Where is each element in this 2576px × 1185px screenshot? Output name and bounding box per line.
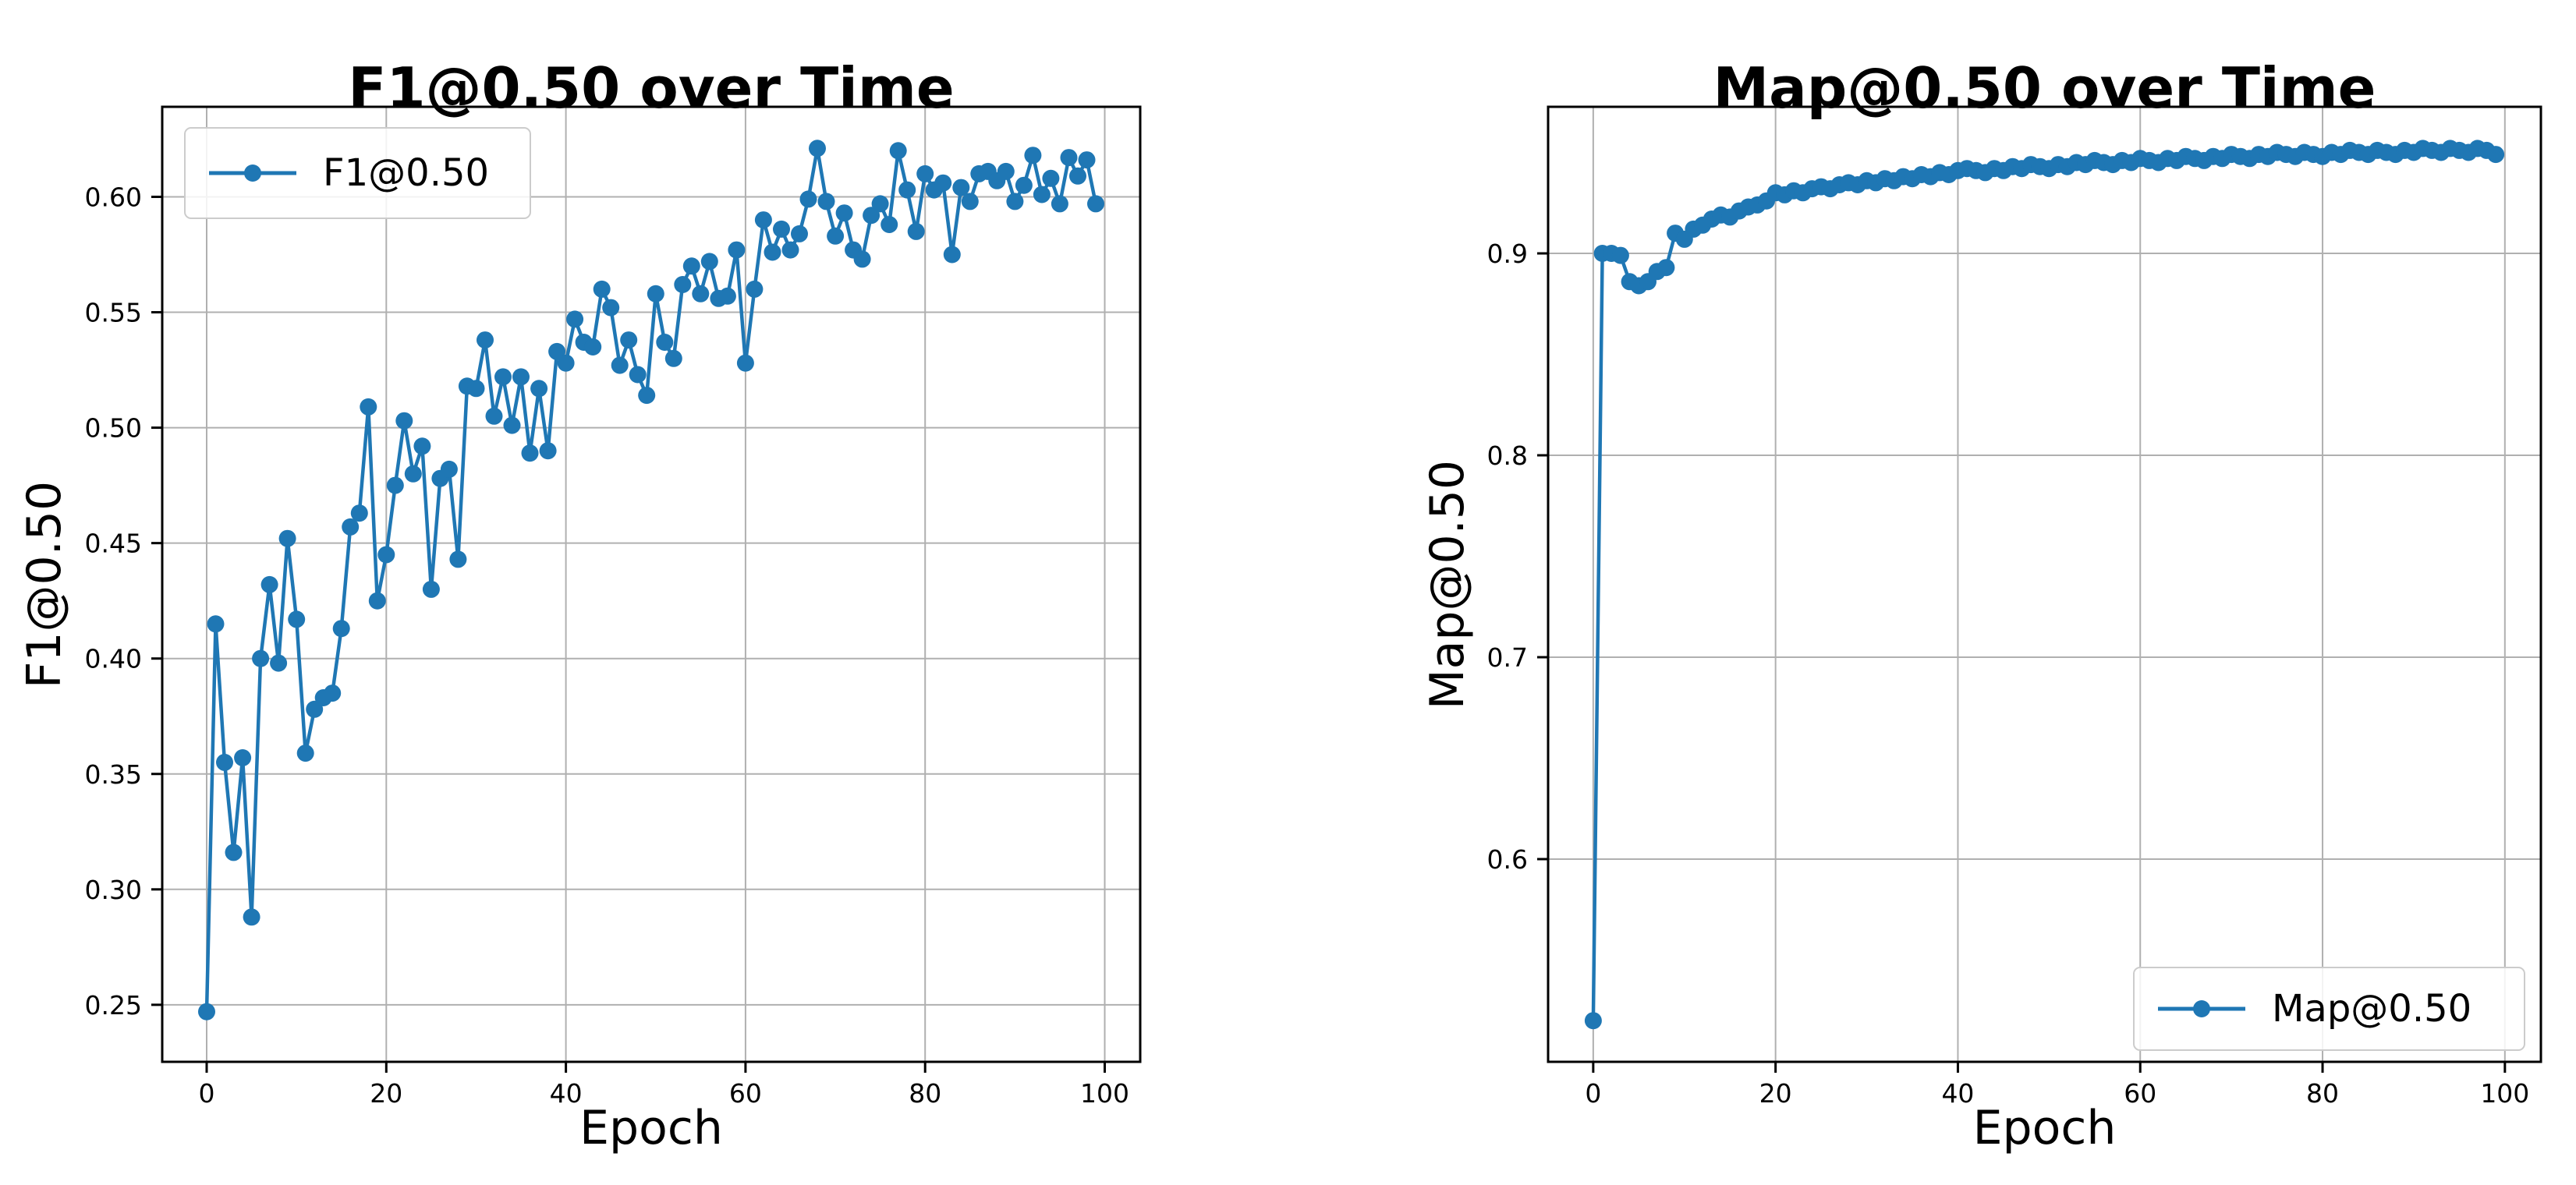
chart-map-over-time: 0 20 40 60 80 100 0.6 0.7 0.8 0.9 Map@0.50 over T… [1288, 0, 2576, 1185]
svg-text:0.55: 0.55 [85, 298, 142, 328]
svg-text:0.7: 0.7 [1487, 642, 1528, 673]
svg-text:80: 80 [2306, 1078, 2339, 1109]
x-axis-label: Epoch [1972, 1101, 2117, 1155]
legend-label: F1@0.50 [323, 151, 490, 195]
svg-text:20: 20 [1759, 1078, 1792, 1109]
svg-text:40: 40 [1941, 1078, 1974, 1109]
legend: Map@0.50 [2133, 967, 2525, 1051]
svg-text:0: 0 [1585, 1078, 1601, 1109]
plot-area: 0 20 40 60 80 100 0.6 0.7 0.8 0.9 [1487, 105, 2542, 1109]
svg-text:20: 20 [370, 1078, 402, 1109]
svg-text:0.35: 0.35 [85, 759, 142, 790]
svg-text:0.45: 0.45 [85, 529, 142, 559]
chart-title: Map@0.50 over Time [1713, 55, 2376, 122]
svg-text:0.9: 0.9 [1487, 239, 1528, 269]
svg-text:0.50: 0.50 [85, 413, 142, 444]
svg-text:0.8: 0.8 [1487, 440, 1528, 471]
plot-area: 0 20 40 60 80 100 0.25 0.30 0.35 0.40 0.45 0.50 0.55… [85, 105, 1142, 1109]
svg-text:0.6: 0.6 [1487, 844, 1528, 875]
legend: F1@0.50 [184, 127, 531, 219]
svg-text:0.30: 0.30 [85, 875, 142, 905]
legend-line-marker-icon [2158, 1000, 2245, 1017]
y-axis-label: F1@0.50 [17, 480, 72, 689]
y-axis-label: Map@0.50 [1420, 459, 1475, 710]
svg-text:0.60: 0.60 [85, 182, 142, 212]
legend-line-marker-icon [209, 164, 296, 182]
svg-text:80: 80 [909, 1078, 941, 1109]
svg-text:0.40: 0.40 [85, 644, 142, 674]
svg-text:0: 0 [199, 1078, 215, 1109]
svg-text:40: 40 [550, 1078, 583, 1109]
svg-text:0.25: 0.25 [85, 990, 142, 1021]
chart-title: F1@0.50 over Time [348, 55, 955, 122]
svg-text:100: 100 [2480, 1078, 2529, 1109]
legend-label: Map@0.50 [2272, 987, 2472, 1031]
svg-text:60: 60 [2124, 1078, 2156, 1109]
svg-text:60: 60 [729, 1078, 762, 1109]
chart-f1-over-time: 0 20 40 60 80 100 0.25 0.30 0.35 0.40 0.45 0.50 0.55… [17, 55, 1142, 1155]
x-axis-label: Epoch [579, 1101, 723, 1155]
svg-text:100: 100 [1080, 1078, 1129, 1109]
